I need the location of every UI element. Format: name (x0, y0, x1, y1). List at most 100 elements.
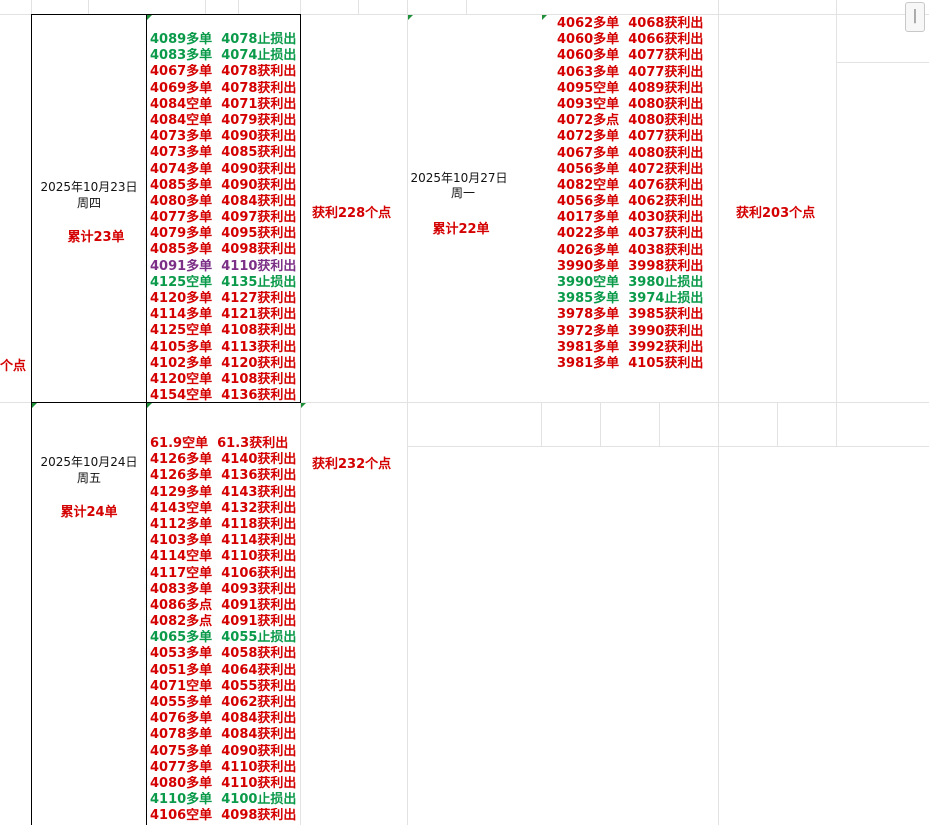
date-cell-oct27[interactable]: 2025年10月27日 (410, 171, 508, 185)
trade-row: 4085多单 4090获利出 (150, 178, 296, 194)
trade-row: 3990空单 3980止损出 (557, 275, 703, 291)
trade-row: 4053多单 4058获利出 (150, 646, 296, 662)
trade-row: 4106空单 4098获利出 (150, 808, 296, 824)
cell-marker-icon (542, 15, 547, 20)
trade-row: 4071空单 4055获利出 (150, 679, 296, 695)
trade-row: 4060多单 4066获利出 (557, 32, 703, 48)
cell-marker-icon (147, 15, 152, 20)
trade-row: 4080多单 4110获利出 (150, 776, 296, 792)
trade-text: 4103多单 4114获利出 (150, 533, 297, 549)
trade-row: 4082空单 4076获利出 (557, 178, 703, 194)
left-edge-label: 个点 (0, 359, 27, 374)
trade-row: 4117空单 4106获利出 (150, 566, 296, 582)
trade-row: 4103多单 4114获利出 (150, 533, 296, 549)
trade-text: 4073多单 4090获利出 (150, 129, 297, 145)
trade-text: 4082空单 4076获利出 (557, 177, 704, 193)
trade-text: 4060多单 4077获利出 (557, 48, 704, 64)
trade-text: 4084空单 4079获利出 (150, 112, 297, 128)
trade-text: 4072多点 4080获利出 (557, 113, 704, 129)
trade-text: 4093空单 4080获利出 (557, 96, 704, 112)
trade-list-oct24[interactable]: 61.9空单 61.3获利出 4126多单 4140获利出 4126多单 4136获… (150, 436, 296, 825)
trade-text: 4062多单 4068获利出 (557, 16, 704, 31)
cell-marker-icon (408, 15, 413, 20)
trade-row: 4017多单 4030获利出 (557, 210, 703, 226)
trade-row: 4105多单 4113获利出 (150, 340, 296, 356)
trade-row: 4065多单 4055止损出 (150, 630, 296, 646)
trade-text: 4074多单 4090获利出 (150, 161, 297, 177)
trade-row: 4078多单 4084获利出 (150, 727, 296, 743)
trade-text: 4072多单 4077获利出 (557, 129, 704, 145)
trade-text: 4143空单 4132获利出 (150, 500, 297, 516)
trade-row: 4051多单 4064获利出 (150, 663, 296, 679)
trade-row: 4154空单 4136获利出 (150, 388, 296, 404)
trade-text: 4079多单 4095获利出 (150, 226, 297, 242)
cell-marker-icon (147, 403, 152, 408)
trade-row: 4126多单 4136获利出 (150, 468, 296, 484)
profit-total-oct24[interactable]: 获利232个点 (312, 457, 392, 472)
trade-text: 4086多点 4091获利出 (150, 597, 297, 613)
trade-row: 61.9空单 61.3获利出 (150, 436, 296, 452)
trade-row: 4126多单 4140获利出 (150, 452, 296, 468)
trade-row: 4095空单 4089获利出 (557, 81, 703, 97)
trade-text: 4022多单 4037获利出 (557, 226, 704, 242)
trade-text: 61.9空单 61.3获利出 (150, 436, 289, 451)
trade-text: 4056多单 4072获利出 (557, 161, 704, 177)
trade-row: 4093空单 4080获利出 (557, 97, 703, 113)
trade-text: 4063多单 4077获利出 (557, 64, 704, 80)
date-cell-oct23[interactable]: 2025年10月23日 (40, 180, 138, 194)
trade-list-oct27[interactable]: 4062多单 4068获利出 4060多单 4066获利出 4060多单 4077获… (557, 16, 703, 372)
trade-text: 4106空单 4098获利出 (150, 808, 297, 824)
trade-row: 4112多单 4118获利出 (150, 517, 296, 533)
trade-row: 4076多单 4084获利出 (150, 711, 296, 727)
trade-text: 4129多单 4143获利出 (150, 484, 297, 500)
trade-text: 4089多单 4078止损出 (150, 32, 297, 47)
trade-text: 4056多单 4062获利出 (557, 194, 704, 210)
cumulative-count-oct24: 累计24单 (60, 505, 118, 520)
trade-row: 4022多单 4037获利出 (557, 226, 703, 242)
trade-row: 4062多单 4068获利出 (557, 16, 703, 32)
trade-text: 4051多单 4064获利出 (150, 662, 297, 678)
trade-text: 4065多单 4055止损出 (150, 630, 297, 646)
trade-text: 4077多单 4097获利出 (150, 210, 297, 226)
trade-row: 4060多单 4077获利出 (557, 48, 703, 64)
scroll-handle[interactable]: | (905, 2, 925, 32)
trade-row: 4125空单 4135止损出 (150, 275, 296, 291)
trade-row: 3981多单 3992获利出 (557, 340, 703, 356)
trade-text: 4085多单 4090获利出 (150, 177, 297, 193)
trade-text: 4077多单 4110获利出 (150, 759, 297, 775)
trade-row: 4077多单 4097获利出 (150, 210, 296, 226)
profit-total-oct23[interactable]: 获利228个点 (312, 206, 392, 221)
trade-text: 4085多单 4098获利出 (150, 242, 297, 258)
trade-text: 3990多单 3998获利出 (557, 258, 704, 274)
trade-row: 3978多单 3985获利出 (557, 307, 703, 323)
trade-row: 4026多单 4038获利出 (557, 243, 703, 259)
trade-row: 4102多单 4120获利出 (150, 356, 296, 372)
cumulative-count-oct27: 累计22单 (432, 222, 490, 237)
trade-text: 4125空单 4135止损出 (150, 274, 297, 290)
weekday-oct23: 周四 (76, 196, 101, 210)
trade-row: 4075多单 4090获利出 (150, 744, 296, 760)
trade-row: 4073多单 4090获利出 (150, 129, 296, 145)
weekday-oct27: 周一 (450, 186, 475, 200)
date-cell-oct24[interactable]: 2025年10月24日 (40, 455, 138, 469)
trade-text: 3972多单 3990获利出 (557, 323, 704, 339)
trade-row: 4120空单 4108获利出 (150, 372, 296, 388)
profit-total-oct27[interactable]: 获利203个点 (736, 206, 816, 221)
trade-text: 4114空单 4110获利出 (150, 549, 297, 565)
trade-text: 3985多单 3974止损出 (557, 291, 704, 307)
trade-list-oct23[interactable]: 4089多单 4078止损出 4083多单 4074止损出 4067多单 4078获… (150, 32, 296, 404)
trade-row: 4085多单 4098获利出 (150, 242, 296, 258)
trade-text: 4082多点 4091获利出 (150, 614, 297, 630)
trade-text: 4078多单 4084获利出 (150, 727, 297, 743)
trade-row: 4114空单 4110获利出 (150, 549, 296, 565)
trade-row: 4079多单 4095获利出 (150, 226, 296, 242)
trade-text: 4026多单 4038获利出 (557, 242, 704, 258)
trade-row: 4074多单 4090获利出 (150, 162, 296, 178)
trade-text: 4080多单 4110获利出 (150, 775, 297, 791)
trade-text: 4071空单 4055获利出 (150, 678, 297, 694)
trade-row: 4143空单 4132获利出 (150, 501, 296, 517)
trade-text: 4114多单 4121获利出 (150, 307, 297, 323)
trade-text: 3981多单 3992获利出 (557, 339, 704, 355)
trade-text: 4076多单 4084获利出 (150, 711, 297, 727)
trade-row: 4067多单 4078获利出 (150, 64, 296, 80)
